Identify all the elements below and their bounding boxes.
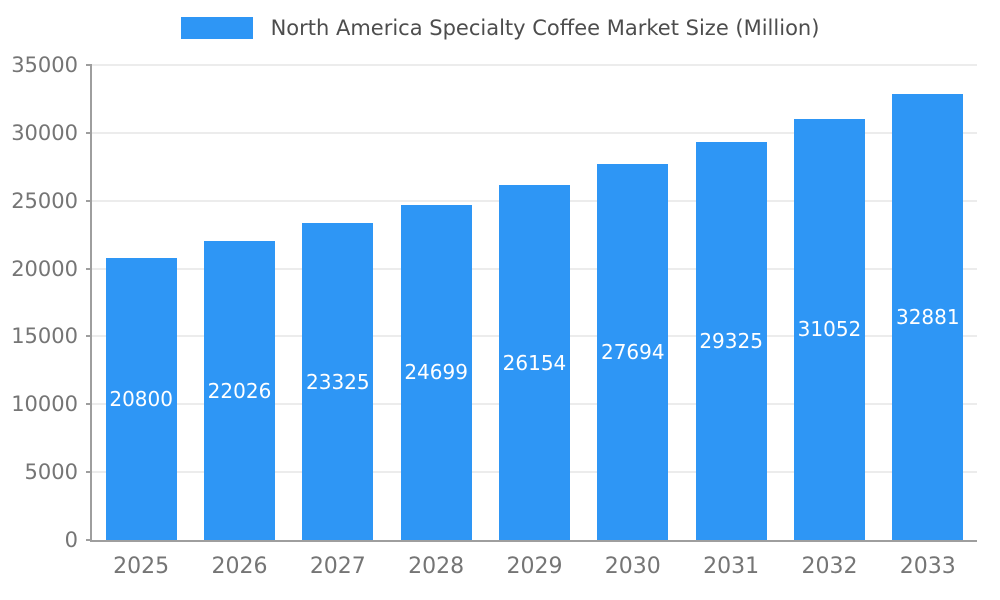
x-tick-label: 2026 [211,554,268,579]
bar-series: 20800 22026 23325 24699 26154 27694 29325 31052… [92,65,977,540]
bar-2028: 24699 [400,204,472,540]
legend-label: North America Specialty Coffee Market Si… [270,16,820,40]
y-tick-label: 0 [64,528,78,552]
bar-slot: 32881 [879,65,977,540]
bar-value-label: 32881 [895,304,960,329]
y-tick-label: 25000 [11,188,78,213]
bar-2030: 27694 [597,164,669,540]
legend: North America Specialty Coffee Market Si… [0,16,1000,40]
bar-slot: 20800 [92,65,190,540]
plot-area: 0 5000 10000 15000 20000 25000 30000 35000 2080… [11,53,977,579]
bar-2027: 23325 [302,223,374,540]
bar-value-label: 24699 [404,360,468,385]
x-tick-label: 2029 [506,554,563,579]
bar-value-label: 23325 [306,369,370,394]
bar-slot: 27694 [584,65,682,540]
y-tick-label: 30000 [11,120,78,145]
x-tick-label: 2030 [604,554,661,579]
gridline [92,132,977,134]
bar-value-label: 31052 [797,317,862,342]
y-tick-mark [86,199,92,202]
bar-slot: 23325 [289,65,387,540]
y-tick-label: 5000 [24,460,78,485]
y-tick-label: 10000 [11,392,78,417]
bar-2031: 29325 [695,142,767,540]
bar-2033: 32881 [892,93,964,540]
bar-slot: 22026 [190,65,288,540]
x-tick-label: 2033 [899,554,956,579]
x-tick-label: 2025 [113,554,170,579]
y-tick-mark [86,267,92,270]
bar-slot: 29325 [682,65,780,540]
x-tick-label: 2032 [801,554,858,579]
x-axis: 2025 2026 2027 2028 2029 2030 2031 2032 2033 [92,554,977,579]
y-tick-mark [86,131,92,134]
y-tick-mark [86,471,92,474]
bar-value-label: 27694 [600,340,665,365]
y-tick-label: 20000 [11,256,78,281]
bar-value-label: 20800 [109,386,173,411]
bar-slot: 31052 [780,65,878,540]
bar-2025: 20800 [105,257,177,540]
bar-slot: 24699 [387,65,485,540]
legend-swatch-icon [180,17,253,39]
y-tick-mark [86,539,92,541]
bar-2029: 26154 [499,185,570,540]
x-tick-label: 2027 [309,554,366,579]
x-tick-label: 2028 [408,554,465,579]
gridline [92,64,977,66]
y-tick-mark [86,403,92,406]
bar-value-label: 26154 [502,350,567,375]
y-tick-label: 15000 [11,324,78,349]
bar-2032: 31052 [794,118,865,540]
x-tick-label: 2031 [703,554,760,579]
y-tick-mark [86,64,92,66]
bar-value-label: 29325 [699,329,763,354]
bar-slot: 26154 [485,65,583,540]
bar-value-label: 22026 [207,378,272,403]
y-tick-mark [86,335,92,338]
y-tick-label: 35000 [11,53,78,77]
bar-2026: 22026 [204,241,275,540]
